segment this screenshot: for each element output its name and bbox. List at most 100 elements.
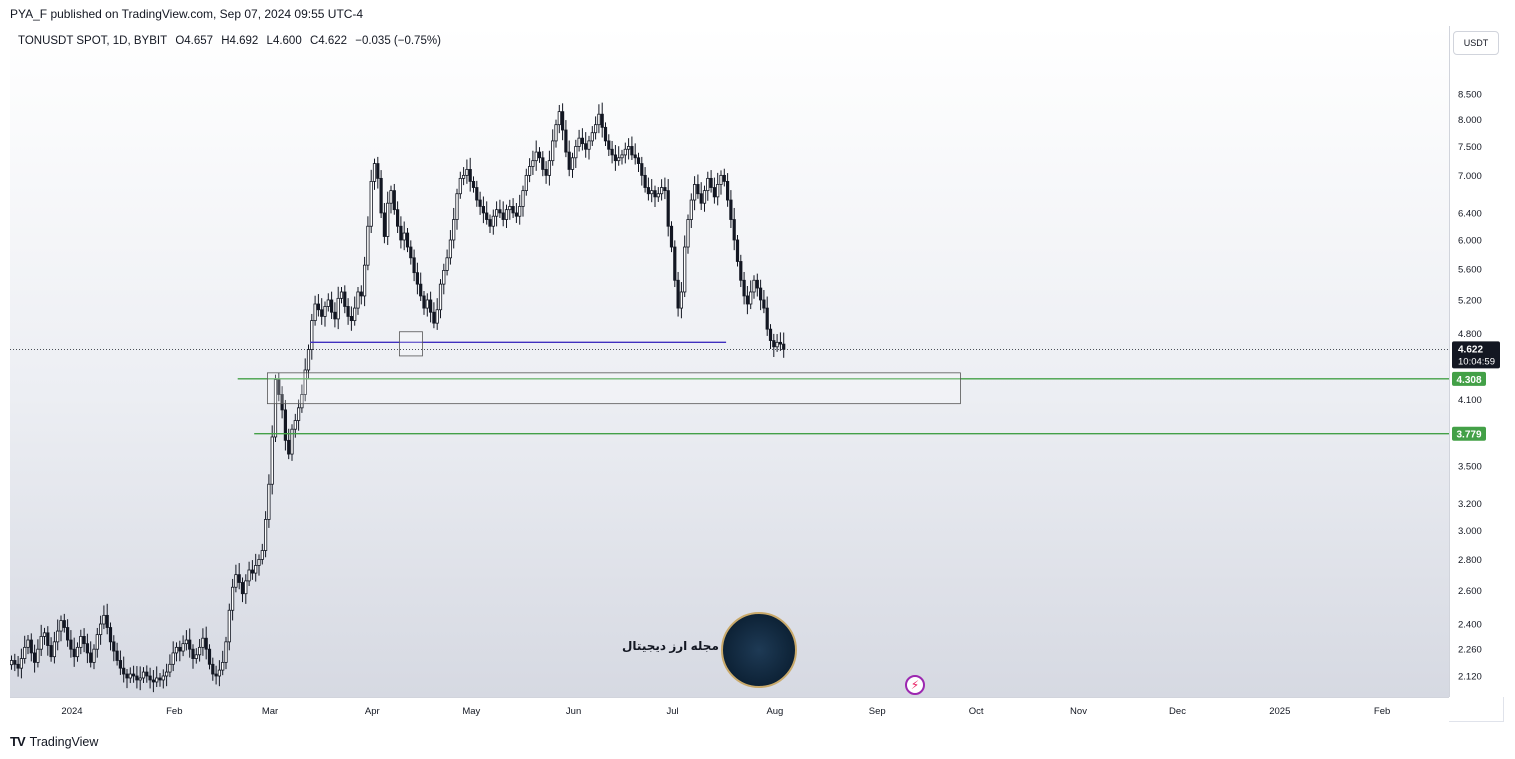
bull-candle [201, 637, 205, 648]
bull-candle [574, 146, 578, 159]
lightning-icon[interactable]: ⚡ [905, 675, 925, 695]
bear-candle [735, 239, 740, 262]
bull-candle [224, 641, 228, 663]
bear-candle [726, 181, 730, 201]
y-tick-label: 6.000 [1458, 235, 1482, 246]
currency-button[interactable]: USDT [1453, 31, 1499, 55]
bear-candle [663, 187, 667, 192]
countdown-label: 10:04:59 [1458, 356, 1495, 367]
y-tick-label: 2.600 [1458, 586, 1482, 597]
bull-candle [775, 341, 779, 348]
bull-candle [706, 177, 710, 192]
bull-candle [597, 113, 601, 126]
bear-candle [676, 279, 680, 309]
high-value: H4.692 [221, 35, 259, 47]
bear-candle [122, 667, 126, 675]
bull-candle [306, 349, 311, 371]
tradingview-logo-icon: TV [10, 734, 26, 749]
bull-candle [458, 177, 462, 195]
bull-candle [752, 279, 756, 293]
bull-candle [438, 283, 443, 311]
bull-candle [10, 660, 14, 666]
publisher-line: PYA_F published on TradingView.com, Sep … [10, 7, 364, 21]
bull-candle [39, 636, 43, 650]
bear-candle [537, 151, 542, 159]
bull-candle [267, 483, 271, 520]
bear-candle [607, 140, 611, 150]
bull-candle [620, 154, 624, 159]
bull-candle [56, 630, 60, 643]
y-tick-label: 2.800 [1458, 555, 1482, 566]
x-tick-label: Feb [1374, 706, 1390, 717]
bear-candle [481, 206, 486, 214]
bear-candle [600, 113, 604, 128]
bull-candle [386, 202, 390, 237]
symbol-name[interactable]: TONUSDT SPOT, 1D, BYBIT [18, 35, 168, 47]
bull-candle [402, 232, 406, 241]
support-price-label: 3.779 [1456, 430, 1481, 441]
bear-candle [772, 340, 776, 348]
bull-candle [310, 320, 314, 350]
bull-candle [303, 369, 307, 395]
bear-candle [240, 582, 245, 595]
support-price-label: 4.308 [1456, 375, 1481, 386]
bull-candle [300, 394, 304, 409]
bear-candle [320, 309, 324, 317]
bear-candle [673, 246, 677, 281]
plot-area[interactable] [10, 26, 1449, 697]
bull-candle [442, 269, 446, 285]
bear-candle [118, 660, 122, 669]
bear-candle [382, 212, 387, 237]
bear-candle [329, 299, 334, 313]
bear-candle [712, 187, 717, 198]
bull-candle [656, 193, 660, 198]
time-axis[interactable] [10, 697, 1449, 723]
bull-candle [445, 257, 449, 271]
bull-candle [230, 586, 235, 611]
bear-candle [108, 627, 113, 643]
bear-candle [405, 232, 410, 248]
bull-candle [95, 634, 99, 650]
support-price-label-bg [1452, 371, 1486, 386]
bear-candle [630, 146, 634, 156]
bear-candle [409, 246, 413, 259]
bear-candle [211, 663, 215, 675]
y-tick-label: 3.500 [1458, 461, 1482, 472]
bull-candle [702, 190, 707, 204]
bull-candle [102, 614, 106, 625]
bear-candle [49, 645, 53, 658]
bear-candle [33, 652, 37, 663]
low-value: L4.600 [266, 35, 302, 47]
bear-candle [722, 174, 726, 182]
bull-candle [660, 187, 664, 195]
bear-candle [66, 627, 70, 641]
y-tick-label: 6.400 [1458, 208, 1482, 219]
bear-candle [564, 129, 568, 153]
tradingview-brand[interactable]: TV TradingView [10, 734, 98, 749]
bull-candle [26, 639, 30, 648]
bull-candle [181, 643, 185, 652]
bear-candle [376, 163, 380, 179]
bear-candle [16, 663, 20, 669]
bear-candle [468, 169, 472, 182]
bear-candle [765, 307, 769, 330]
bear-candle [237, 574, 241, 583]
bull-candle [389, 190, 393, 204]
bull-candle [254, 565, 258, 574]
bull-candle [270, 436, 274, 485]
bull-candle [683, 246, 687, 293]
y-tick-label: 5.600 [1458, 264, 1482, 275]
bull-candle [528, 166, 532, 176]
bull-candle [749, 291, 753, 305]
y-tick-label: 2.400 [1458, 620, 1482, 631]
bull-candle [587, 140, 591, 150]
x-tick-label: 2024 [61, 706, 82, 717]
bull-candle [448, 239, 453, 259]
last-price-label: 4.622 [1458, 344, 1483, 355]
bull-candle [42, 632, 47, 637]
bear-candle [112, 641, 116, 652]
y-tick-label: 3.200 [1458, 499, 1482, 510]
bear-candle [475, 187, 479, 201]
bear-candle [346, 306, 350, 317]
